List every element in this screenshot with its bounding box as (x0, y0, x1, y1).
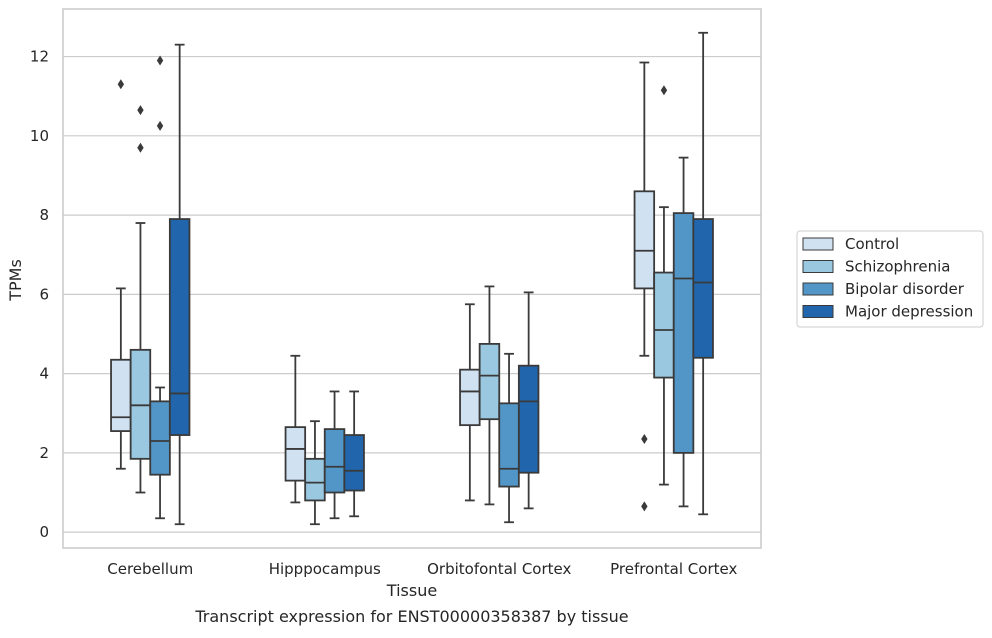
box-bipolar-disorder (149, 55, 171, 520)
box-schizophrenia (478, 285, 501, 506)
legend-label: Bipolar disorder (845, 280, 965, 298)
legend-swatch (802, 237, 834, 251)
box-major-depression (168, 43, 191, 526)
iqr-box (323, 428, 346, 494)
legend-swatch (802, 305, 834, 318)
outlier-point (137, 105, 144, 116)
box-major-depression (343, 390, 365, 518)
outlier-point (137, 142, 144, 153)
box-bipolar-disorder (498, 352, 520, 524)
iqr-box (498, 402, 520, 488)
legend-item: Schizophrenia (802, 258, 950, 276)
iqr-box (168, 218, 191, 436)
legend-items: Control Schizophrenia Bipolar disorder Majo… (802, 235, 973, 321)
legend-swatch (802, 260, 834, 273)
iqr-box (149, 400, 171, 476)
boxes-layer (110, 31, 714, 526)
legend-frame (796, 230, 984, 328)
legend-swatch (802, 282, 834, 296)
box-control (110, 79, 132, 470)
iqr-box (517, 364, 540, 474)
iqr-box (343, 434, 365, 492)
legend: Control Schizophrenia Bipolar disorder Majo… (796, 230, 984, 328)
x-tick-label: Cerebellum (107, 560, 193, 578)
iqr-box (633, 190, 656, 290)
box-control (459, 303, 481, 502)
y-tick-label: 6 (39, 285, 49, 303)
outlier-point (156, 55, 164, 66)
y-tick-label: 4 (39, 365, 49, 383)
y-tick-label: 0 (39, 523, 49, 541)
iqr-box (672, 212, 695, 454)
box-major-depression (692, 31, 714, 516)
legend-item: Bipolar disorder (802, 280, 965, 298)
iqr-box (284, 426, 307, 482)
y-tick-label: 8 (39, 206, 49, 224)
iqr-box (129, 348, 152, 460)
iqr-box (478, 342, 501, 421)
legend-item: Control (802, 235, 899, 253)
box-schizophrenia (129, 105, 152, 494)
legend-label: Major depression (845, 303, 973, 321)
y-tick-label: 2 (39, 444, 49, 462)
box-bipolar-disorder (672, 156, 695, 508)
iqr-box (653, 271, 675, 379)
legend-label: Control (845, 235, 899, 253)
x-tick-label: Prefrontal Cortex (610, 560, 737, 578)
outlier-point (660, 85, 668, 96)
x-tick-label: Hipppocampus (269, 560, 381, 578)
iqr-box (304, 457, 326, 502)
box-control (633, 61, 656, 512)
iqr-box (110, 358, 132, 432)
chart-caption: Transcript expression for ENST0000035838… (194, 607, 628, 626)
plot-frame (62, 8, 762, 549)
x-tick-labels: Cerebellum Hipppocampus Orbitofontal Corte… (107, 560, 737, 578)
box-bipolar-disorder (323, 390, 346, 520)
iqr-box (459, 368, 481, 427)
iqr-box (692, 218, 714, 359)
outlier-point (117, 79, 125, 90)
y-tick-labels: 0 2 4 6 8 10 12 (30, 48, 49, 542)
box-control (284, 354, 307, 504)
outlier-point (641, 434, 648, 445)
outlier-point (641, 501, 648, 512)
x-tick-label: Orbitofontal Cortex (427, 560, 571, 578)
y-tick-label: 12 (30, 48, 49, 66)
x-axis-label: Tissue (386, 581, 437, 600)
legend-label: Schizophrenia (845, 258, 950, 276)
y-axis-label: TPMs (6, 259, 25, 302)
y-tick-label: 10 (30, 127, 49, 145)
outlier-point (156, 120, 164, 131)
box-schizophrenia (653, 85, 675, 486)
legend-item: Major depression (802, 303, 973, 321)
box-schizophrenia (304, 420, 326, 526)
box-major-depression (517, 291, 540, 510)
